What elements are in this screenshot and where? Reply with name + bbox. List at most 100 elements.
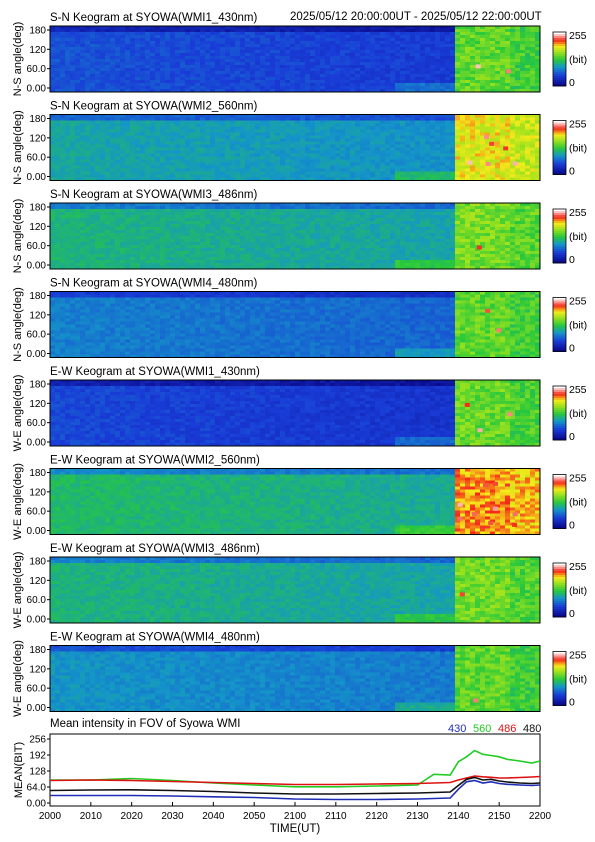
panel-frame (49, 291, 541, 358)
legend-486: 486 (498, 723, 516, 735)
keogram-image (50, 291, 541, 358)
y-tick-label: 60.0 (27, 241, 47, 252)
colorbar: 255 (bit) 0 (552, 296, 587, 355)
y-tick-label: 120 (29, 45, 46, 56)
legend-480: 480 (523, 723, 541, 735)
panel-frame (49, 114, 541, 181)
panel-ylabel: N-S angle(deg) (12, 110, 24, 185)
panel-frame (49, 645, 541, 712)
y-tick-label: 0.00 (27, 84, 47, 95)
colorbar: 255 (bit) 0 (552, 650, 587, 709)
mean-chart-title: Mean intensity in FOV of Syowa WMI (50, 718, 240, 730)
y-tick-label: 60.0 (27, 595, 47, 606)
panel-ylabel: N-S angle(deg) (12, 199, 24, 274)
keogram-panel: E-W Keogram at SYOWA(WMI4_480nm) 180 120 60… (12, 632, 587, 717)
keogram-panel: E-W Keogram at SYOWA(WMI3_486nm) 180 120 60… (12, 543, 587, 628)
mean-intensity-chart: Mean intensity in FOV of Syowa WMI 430 5… (13, 718, 552, 835)
bright-spot (464, 402, 470, 407)
y-tick-label: 180 (29, 203, 46, 214)
bright-spot (512, 522, 518, 527)
y-tick-label: 60.0 (27, 507, 47, 518)
colorbar-unit: (bit) (569, 143, 587, 155)
y-tick-label: 120 (29, 222, 46, 233)
colorbar-min: 0 (569, 608, 575, 620)
y-tick-label: 120 (29, 576, 46, 587)
panel-ylabel: W-E angle(deg) (12, 463, 24, 540)
keogram-panel: S-N Keogram at SYOWA(WMI3_486nm) 180 120 60… (12, 189, 587, 273)
panel-ylabel: W-E angle(deg) (12, 640, 24, 717)
y-tick-label: 120 (29, 133, 46, 144)
keogram-panel: S-N Keogram at SYOWA(WMI1_430nm) 180 120 60… (12, 12, 587, 96)
y-tick-label: 180 (29, 380, 46, 391)
series-line-430 (50, 779, 541, 801)
y-tick-label: 60.0 (27, 153, 47, 164)
mean-chart-xlabel: TIME(UT) (270, 823, 321, 835)
bright-spot (485, 308, 491, 313)
colorbar-min: 0 (569, 431, 575, 443)
x-tick-label: 2140 (447, 811, 470, 822)
colorbar-max: 255 (569, 207, 587, 219)
keogram-panel: E-W Keogram at SYOWA(WMI1_430nm) 180 120 60… (12, 366, 587, 451)
legend-430: 430 (448, 723, 466, 735)
y-tick-label: 0.00 (27, 438, 47, 449)
colorbar-max: 255 (569, 30, 587, 42)
bright-spot (512, 161, 518, 166)
x-tick-label: 2050 (243, 811, 266, 822)
bright-spot (475, 64, 481, 69)
x-tick-label: 2100 (284, 811, 307, 822)
colorbar: 255 (bit) 0 (552, 207, 587, 266)
y-tick-label: 60.0 (27, 330, 47, 341)
y-tick-label: 180 (29, 557, 46, 568)
y-tick-label: 120 (29, 487, 46, 498)
bright-spot (512, 512, 518, 517)
colorbar-unit: (bit) (569, 54, 587, 66)
keogram-image (50, 203, 541, 270)
colorbar-unit: (bit) (569, 231, 587, 243)
y-tick-label: 180 (29, 114, 46, 125)
bright-spot (471, 512, 477, 517)
bright-spot (489, 141, 495, 146)
bright-spot (477, 428, 483, 433)
panel-title: S-N Keogram at SYOWA(WMI1_430nm) (50, 12, 257, 24)
bright-spot (467, 160, 473, 165)
mean-y-axis: 256 192 128 64.0 0.00 (27, 735, 50, 810)
panel-title: S-N Keogram at SYOWA(WMI3_486nm) (50, 189, 257, 201)
bright-spot (476, 245, 482, 250)
keogram-image (50, 26, 541, 93)
bright-spot (488, 520, 494, 525)
bright-spot (483, 483, 488, 488)
panel-ylabel: N-S angle(deg) (12, 287, 24, 362)
x-tick-label: 2130 (406, 811, 429, 822)
keogram-image (50, 380, 541, 447)
panel-frame (49, 25, 541, 93)
x-tick-label: 2000 (39, 811, 62, 822)
panel-frame (49, 379, 541, 447)
y-tick-label: 180 (29, 645, 46, 656)
x-tick-label: 2020 (121, 811, 144, 822)
panel-title: E-W Keogram at SYOWA(WMI3_486nm) (50, 543, 260, 555)
colorbar-unit: (bit) (569, 674, 587, 686)
panel-ylabel: W-E angle(deg) (12, 375, 24, 452)
panel-ylabel: W-E angle(deg) (12, 552, 24, 629)
colorbar-min: 0 (569, 77, 575, 89)
x-tick-label: 2110 (325, 811, 347, 822)
colorbar-unit: (bit) (569, 497, 587, 509)
bright-spot (505, 69, 511, 74)
bright-spot (459, 592, 465, 597)
keogram-panel: S-N Keogram at SYOWA(WMI4_480nm) 180 120 60… (12, 278, 587, 362)
mean-series-lines (49, 749, 541, 801)
colorbar-max: 255 (569, 650, 587, 662)
x-tick-label: 2150 (488, 811, 511, 822)
colorbar-unit: (bit) (569, 585, 587, 597)
legend-560: 560 (473, 723, 491, 735)
y-tick-label: 60.0 (27, 64, 47, 75)
panel-title: S-N Keogram at SYOWA(WMI2_560nm) (50, 101, 257, 113)
panel-ylabel: N-S angle(deg) (12, 22, 24, 97)
bright-spot (492, 506, 498, 511)
x-tick-label: 2120 (366, 811, 389, 822)
bright-spot (496, 328, 502, 333)
y-tick-label: 180 (29, 291, 46, 302)
keogram-panel: E-W Keogram at SYOWA(WMI2_560nm) 180 120 60… (12, 455, 587, 540)
keogram-panels: S-N Keogram at SYOWA(WMI1_430nm) 180 120 60… (12, 12, 587, 717)
